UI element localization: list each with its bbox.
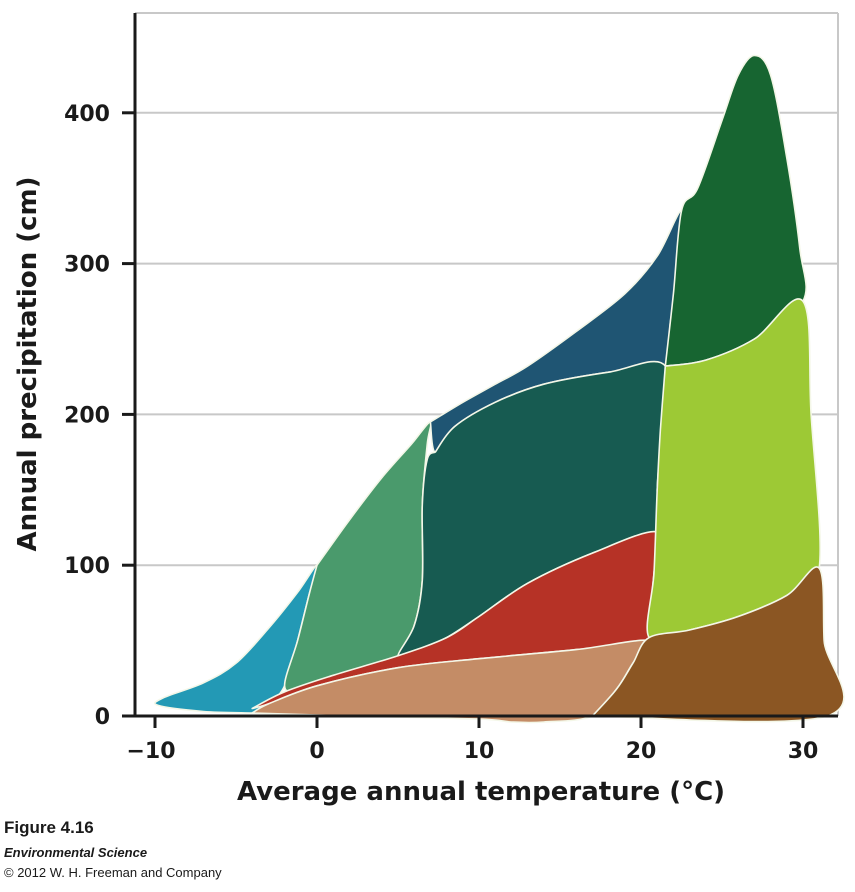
y-axis-title: Annual precipitation (cm) (13, 176, 43, 551)
figure-number: Figure 4.16 (4, 818, 94, 837)
x-tick-label: 30 (788, 739, 819, 764)
x-tick-label: 20 (626, 739, 657, 764)
y-tick-label: 400 (64, 102, 110, 127)
y-ticks: 0 100 200 300 400 (64, 102, 135, 730)
y-tick-label: 200 (64, 403, 110, 428)
y-tick-label: 300 (64, 253, 110, 278)
copyright: © 2012 W. H. Freeman and Company (4, 865, 222, 880)
biome-regions (154, 54, 845, 724)
x-tick-label: 0 (309, 739, 324, 764)
x-tick-label: 10 (464, 739, 495, 764)
x-axis-title: Average annual temperature (°C) (237, 777, 725, 807)
x-ticks: −10 0 10 20 30 (126, 716, 818, 764)
y-tick-label: 100 (64, 554, 110, 579)
y-tick-label: 0 (95, 705, 110, 730)
book-title: Environmental Science (4, 845, 148, 860)
x-tick-label: −10 (126, 739, 175, 764)
